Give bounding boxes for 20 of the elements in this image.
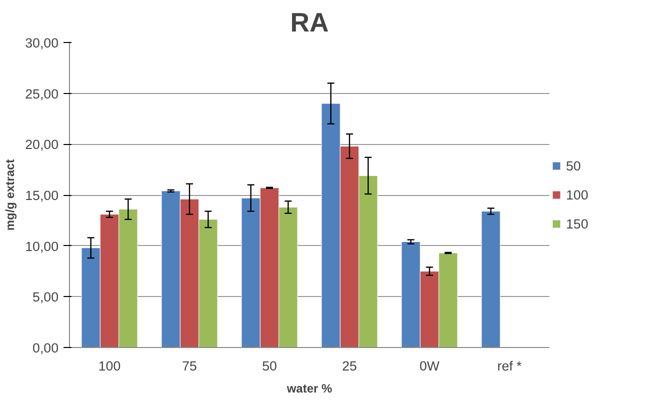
y-tick-label: 0,00 [32,340,59,356]
y-tick-label: 15,00 [25,188,59,203]
y-tick-label: 10,00 [25,238,59,254]
chart-title: RA [290,8,329,38]
y-axis-title: mg/g extract [3,159,18,231]
y-tick-label: 25,00 [25,86,59,102]
x-tick-label: 50 [262,358,277,374]
legend-label: 100 [566,187,590,202]
x-axis-title: water % [286,382,333,396]
y-tick-label: 30,00 [25,36,59,50]
x-tick-label: 100 [98,358,121,374]
bar [481,211,500,348]
legend-label: 50 [566,158,582,173]
x-tick-label: 75 [182,358,197,374]
y-tick-label: 20,00 [25,137,59,152]
legend-label: 150 [566,216,590,231]
x-tick-label: 0W [420,358,440,374]
x-tick-label: ref * [497,358,522,374]
x-tick-label: 25 [342,358,357,374]
y-tick-label: 5,00 [32,290,59,305]
